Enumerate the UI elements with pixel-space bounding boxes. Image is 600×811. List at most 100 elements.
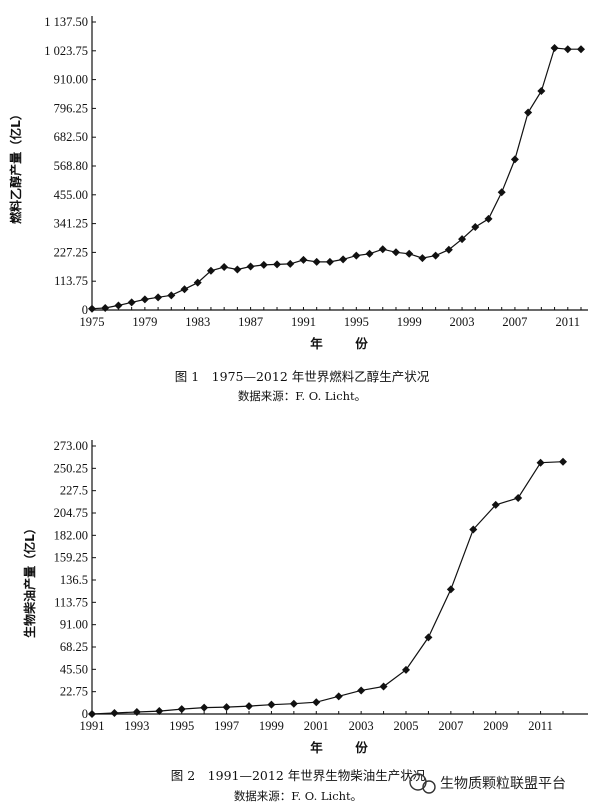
chart2-x-tick-label: 2005 — [394, 719, 419, 733]
chart1-y-tick-label: 910.00 — [54, 73, 88, 87]
chart1-data-point — [325, 257, 334, 266]
chart2-x-axis-label: 年 份 — [310, 740, 378, 755]
chart1-x-tick-label: 2003 — [450, 315, 475, 329]
chart1-y-tick-label: 0 — [82, 303, 88, 317]
chart1-x-tick-label: 1987 — [238, 315, 263, 329]
biodiesel-chart: 0 22.75 45.50 68.25 91.00 113.75 136.5 159.25 18… — [22, 439, 588, 755]
chart1-data-point — [431, 251, 440, 260]
chart2-data-point — [177, 705, 186, 714]
chart2-data-point — [424, 633, 433, 642]
chart2-y-tick-label: 68.25 — [60, 640, 88, 654]
chart1-data-point — [365, 249, 374, 258]
chart2-data-point — [110, 709, 119, 718]
chart1-x-tick-label: 1999 — [397, 315, 422, 329]
chart1-data-point — [140, 295, 149, 304]
chart2-series-line — [91, 461, 564, 715]
chart2-y-tick-label: 227.5 — [60, 484, 88, 498]
chart2-data-point — [267, 700, 276, 709]
chart2-data-point — [132, 708, 141, 717]
chart1-y-tick-label: 455.00 — [54, 188, 88, 202]
chart2-x-tick-label: 1999 — [259, 719, 284, 733]
chart2-y-tick-label: 159.25 — [54, 551, 88, 565]
chart2-data-point — [312, 698, 321, 707]
chart1-y-tick-label: 682.50 — [54, 130, 88, 144]
chart1-data-point — [193, 278, 202, 287]
chart2-y-tick-label: 113.75 — [54, 595, 88, 609]
chart1-x-tick-label: 1979 — [132, 315, 157, 329]
chart1-y-tick-label: 341.25 — [54, 217, 88, 231]
chart1-data-point — [180, 285, 189, 294]
chart2-data-point — [402, 665, 410, 674]
chart2-data-point — [222, 703, 231, 712]
chart2-y-tick-label: 136.5 — [60, 573, 88, 587]
chart1-y-tick-label: 227.25 — [54, 245, 88, 259]
chart2-y-tick-label: 250.25 — [54, 461, 88, 475]
chart1-y-tick-label: 568.80 — [54, 159, 88, 173]
chart1-data-point — [167, 291, 176, 300]
chart1-data-point — [405, 249, 414, 258]
chart2-x-tick-label: 2007 — [438, 719, 463, 733]
chart1-data-point — [563, 45, 572, 54]
chart2-x-tick-label: 1991 — [80, 719, 105, 733]
chart2-y-tick-label: 45.50 — [60, 662, 88, 676]
chart2-data-point — [469, 525, 478, 534]
chart2-y-tick-label: 273.00 — [54, 439, 88, 453]
chart1-x-tick-label: 1995 — [344, 315, 369, 329]
chart1-data-point — [484, 214, 493, 223]
chart1-x-tick-label: 2007 — [502, 315, 527, 329]
chart2-data-point — [357, 686, 366, 695]
chart2-x-tick-label: 1995 — [169, 719, 194, 733]
chart1-data-point — [127, 298, 136, 307]
chart1-data-point — [299, 255, 308, 264]
chart2-y-tick-label: 204.75 — [54, 506, 88, 520]
chart1-data-point — [458, 235, 467, 244]
chart1-y-tick-label: 796.25 — [54, 101, 88, 115]
chart1-data-point — [510, 155, 519, 164]
chart1-data-point — [352, 251, 361, 260]
chart1-data-point — [444, 245, 453, 254]
chart1-x-tick-label: 2011 — [556, 315, 581, 329]
chart1-data-point — [418, 254, 427, 263]
chart1-x-tick-label: 1991 — [291, 315, 316, 329]
chart1-caption: 图 1 1975—2012 年世界燃料乙醇生产状况 — [175, 369, 430, 384]
chart2-y-tick-label: 91.00 — [60, 618, 88, 632]
chart1-data-point — [154, 293, 163, 302]
chart1-data-point — [577, 45, 585, 54]
chart2-data-point — [491, 500, 500, 509]
chart2-x-tick-label: 2003 — [349, 719, 374, 733]
chart2-y-axis-label: 生物柴油产量（亿L） — [22, 522, 37, 638]
chart1-data-point — [206, 266, 215, 275]
chart2-y-tick-label: 182.00 — [54, 528, 88, 542]
chart2-x-tick-label: 1997 — [214, 719, 239, 733]
chart2-data-point — [245, 702, 253, 711]
chart1-source: 数据来源：F. O. Licht。 — [238, 389, 366, 403]
chart2-source: 数据来源：F. O. Licht。 — [234, 789, 362, 803]
wechat-icon-bubble — [422, 780, 436, 794]
chart1-y-axis-label: 燃料乙醇产量（亿L） — [8, 108, 23, 224]
chart1-data-point — [312, 257, 321, 266]
chart2-data-point — [559, 457, 567, 466]
chart2-x-tick-label: 2001 — [304, 719, 329, 733]
chart1-y-tick-label: 1 023.75 — [44, 44, 88, 58]
chart1-data-point — [101, 303, 110, 312]
chart2-data-point — [289, 699, 298, 708]
chart2-y-tick-label: 0 — [82, 707, 88, 721]
chart1-data-point — [471, 222, 480, 231]
chart1-data-point — [378, 245, 387, 254]
watermark-text: 生物质颗粒联盟平台 — [440, 776, 566, 792]
chart1-data-point — [220, 262, 229, 271]
chart2-data-point — [334, 692, 343, 701]
chart1-data-point — [286, 259, 295, 268]
chart1-data-point — [550, 43, 559, 52]
chart1-data-point — [391, 248, 400, 257]
ethanol-chart: 0 113.75 227.25 341.25 455.00 568.80 682.50 796… — [8, 15, 588, 351]
chart1-data-point — [524, 108, 533, 117]
watermark: 生物质颗粒联盟平台 — [409, 773, 566, 794]
chart1-x-tick-label: 1975 — [80, 315, 105, 329]
chart1-x-tick-label: 1983 — [185, 315, 210, 329]
chart2-caption: 图 2 1991—2012 年世界生物柴油生产状况 — [171, 768, 426, 783]
chart2-data-point — [536, 458, 545, 467]
chart2-data-point — [379, 682, 388, 691]
chart2-data-point — [200, 703, 209, 712]
chart1-data-point — [246, 262, 255, 271]
